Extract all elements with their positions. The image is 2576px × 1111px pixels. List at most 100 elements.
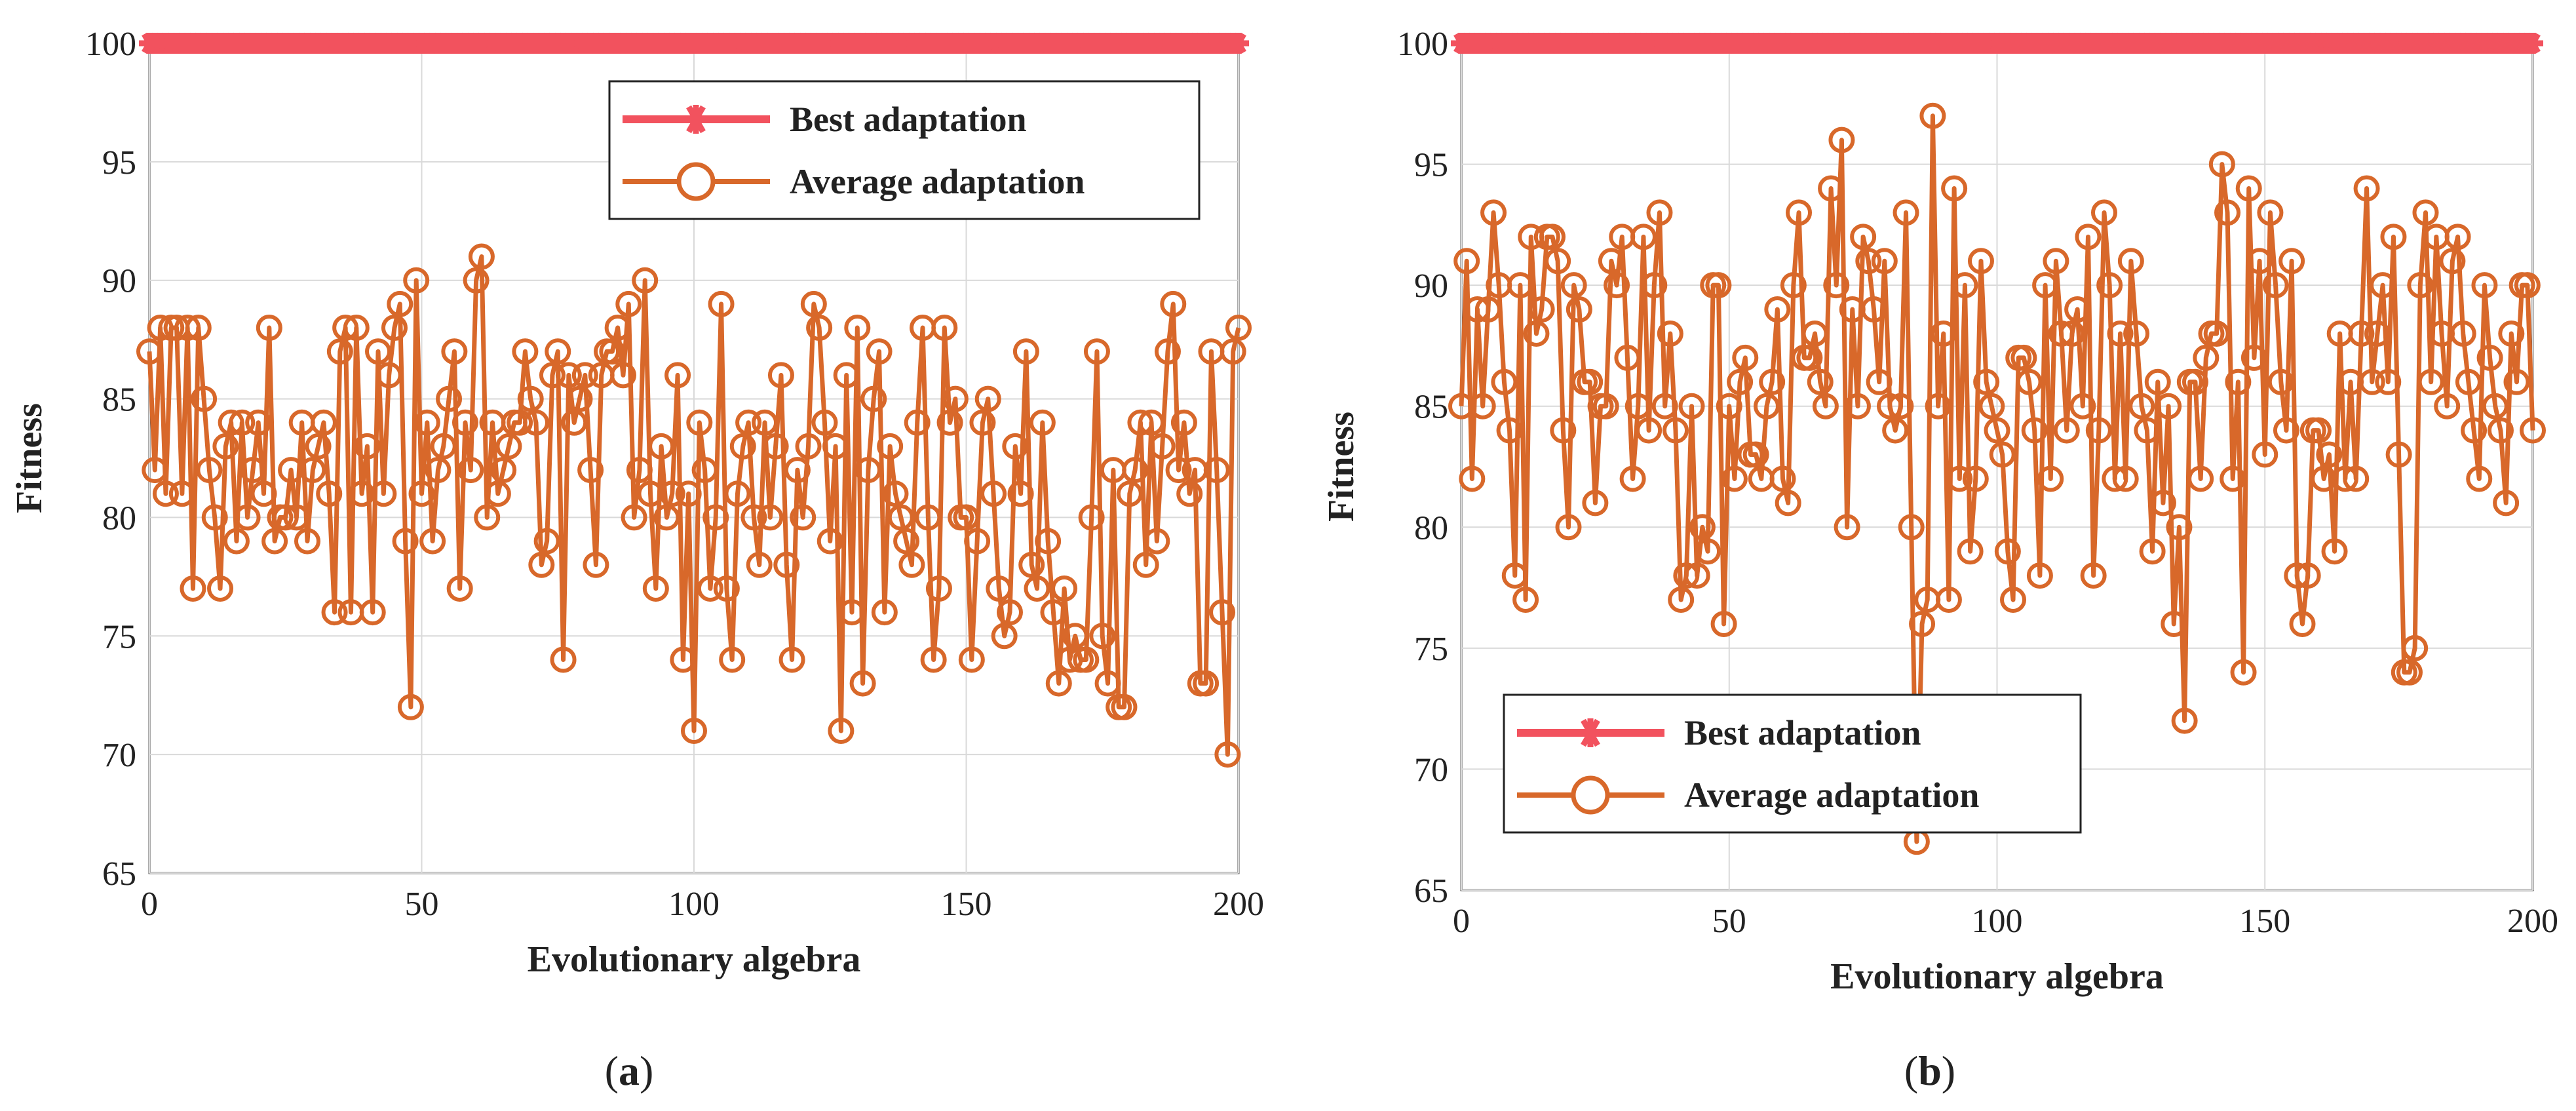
panel-caption: (b) [1904,1047,1955,1094]
average-point [2284,562,2311,589]
average-point [2482,393,2509,419]
average-point [495,433,522,459]
average-point [207,575,234,602]
average-point [915,504,942,531]
average-point [626,457,653,484]
chart-panel-a: 0 50 100 150 200 65 70 75 80 85 90 95 100 Evolutionar… [9,26,1264,1094]
average-point [1786,199,1813,226]
average-point [2439,248,2466,275]
average-point [1716,393,1742,419]
average-point [2412,199,2439,226]
average-point [1989,441,2016,468]
average-point [2407,272,2434,299]
x-tick-label: 50 [405,886,439,923]
y-tick-label: 65 [1414,872,1448,910]
average-point [2417,368,2444,395]
average-point [1973,368,2000,395]
average-point [1045,670,1072,697]
average-point [2080,562,2107,589]
average-point [571,362,598,389]
average-point [2144,368,2171,395]
average-point [1909,610,1936,637]
average-point [1491,368,1518,395]
average-point [223,528,250,555]
average-point [185,315,212,341]
average-point [817,528,843,555]
average-point [1062,623,1088,650]
average-point [1828,127,1855,153]
average-point [877,433,904,459]
average-point [2402,634,2429,661]
x-tick-label: 50 [1712,903,1746,940]
average-point [1469,393,1496,419]
x-axis-label: Evolutionary algebra [528,939,861,980]
average-point [1577,368,1604,395]
average-point [1154,338,1181,365]
average-point [229,409,256,436]
average-point [996,599,1023,626]
best-adaptation-markers [139,32,1249,54]
average-point [1209,599,1236,626]
average-point [1203,457,1230,484]
average-point [664,362,691,389]
average-point [1967,248,1994,275]
average-point [484,480,511,507]
average-point [2316,441,2343,468]
average-point [1994,538,2021,565]
average-point [2353,175,2380,202]
average-point [1225,315,1252,341]
average-point [1582,490,1609,517]
average-point [860,385,887,412]
average-point [2139,538,2166,565]
average-point [1170,409,1197,436]
average-point [1214,741,1241,768]
average-point [316,480,343,507]
average-point [958,646,985,673]
average-point [702,504,729,531]
average-point [735,409,762,436]
average-point [2289,610,2316,637]
average-point [1636,417,1663,444]
y-axis-label: Fitness [1321,412,1362,522]
average-point [1657,320,1683,347]
average-point [2240,344,2267,371]
average-point [653,504,680,531]
average-point [2305,417,2332,444]
average-point [1850,224,1877,250]
average-point [533,528,560,555]
average-point [784,457,811,484]
average-point [1807,368,1834,395]
average-point [436,385,463,412]
average-point [550,646,577,673]
average-point [2493,490,2520,517]
average-point [1764,296,1791,323]
average-point [1962,465,1989,492]
average-point [250,480,277,507]
average-point [2257,199,2284,226]
average-point [1663,417,1689,444]
average-point [1111,693,1138,720]
average-point [621,504,647,531]
average-point [1193,670,1220,697]
average-point [408,480,435,507]
legend-best-label: Best adaptation [1684,713,1921,752]
average-point [1978,393,2005,419]
average-point [779,646,805,673]
average-point [2187,465,2214,492]
average-point [604,315,631,341]
average-point [1523,320,1550,347]
average-point [1094,670,1121,697]
average-point [1512,587,1539,614]
average-point [1560,272,1587,299]
legend: Best adaptation Average adaptation [1503,693,2082,834]
average-point [1801,320,1828,347]
average-point [986,575,1012,602]
average-point [675,480,702,507]
chart-panel-b: 0 50 100 150 200 65 70 75 80 85 90 95 100 Evolutionar… [1288,0,2576,1111]
average-point [239,457,266,484]
average-point [375,362,402,389]
average-point [1604,272,1630,299]
average-point [1056,646,1083,673]
chart-a: 0 50 100 150 200 65 70 75 80 85 90 95 100 Evolutionar… [9,26,1264,1094]
y-tick-label: 100 [1397,26,1448,63]
